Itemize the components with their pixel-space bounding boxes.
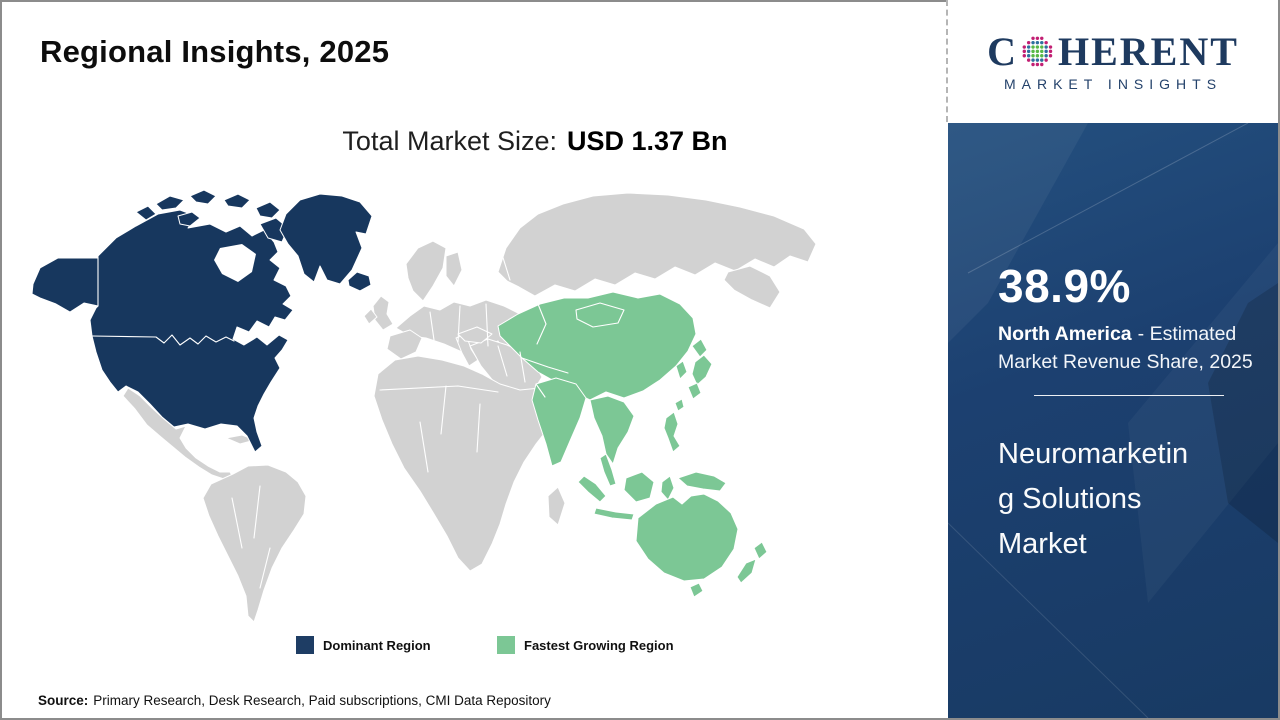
fastest-growing-region-label: Fastest Growing Region [524,637,674,653]
globe-dots-icon [1022,36,1053,66]
japan-kyushu [687,382,702,400]
logo-tagline: MARKET INSIGHTS [1003,75,1223,92]
new-zealand-north [753,541,768,560]
island-tasmania [689,582,704,598]
country-finland [445,251,463,287]
arctic-island-5 [135,205,157,221]
map-legend: Dominant Region Fastest Growing Region [0,636,948,660]
country-india [531,377,587,467]
page-title: Regional Insights, 2025 [40,34,390,69]
island-victoria [177,211,201,227]
region-iberia [386,329,423,360]
japan-hokkaido [691,338,708,358]
country-australia [635,493,739,582]
sidebar-divider-rule [1034,394,1224,396]
share-region-name: North America [998,322,1132,345]
country-russia-far-east [723,265,781,309]
country-russia [497,192,817,297]
arctic-island-3 [223,193,251,209]
region-scandinavia [405,240,447,302]
share-block: 38.9% North America - Estimated Market Re… [998,261,1260,567]
source-label: Source: [38,693,89,708]
country-uk [372,295,394,331]
map-region-other [122,192,817,623]
share-description-rest: - Estimated Market Revenue Share, 2025 [998,322,1253,374]
world-map-chart [28,186,820,628]
world-map-svg [31,189,817,623]
map-region-fastest-growing [497,291,768,598]
map-region-dominant [31,189,373,453]
market-name: Neuromarketing Solutions Market [998,437,1189,560]
island-java [593,507,635,521]
source-text: Primary Research, Desk Research, Paid su… [93,693,551,708]
source-line: Source: Primary Research, Desk Research, … [38,693,551,708]
dominant-region-swatch [296,636,314,654]
highlight-sidebar: 38.9% North America - Estimated Market Re… [948,123,1278,718]
island-sumatra [577,475,607,503]
island-borneo [623,471,655,503]
region-indochina [589,395,635,465]
brand-logo: C HERENT MARKET INSIGHTS [948,0,1278,123]
map-country-borders [91,247,625,589]
region-malay-peninsula [599,453,617,487]
country-iceland [347,271,372,292]
total-market-size-value: USD 1.37 Bn [567,126,728,156]
market-share-description: North America - Estimated Market Revenue … [998,320,1260,377]
arctic-island-2 [189,189,217,205]
country-ireland [363,308,378,325]
arctic-island-1 [155,195,185,211]
legend-item-fastest-growing: Fastest Growing Region [497,636,674,654]
country-greenland [279,193,373,285]
country-madagascar [547,486,566,526]
country-turkey [457,326,493,344]
legend-item-dominant: Dominant Region [296,636,431,654]
region-africa [373,355,561,572]
total-market-size: Total Market Size: USD 1.37 Bn [0,126,1070,157]
country-philippines [663,411,681,453]
island-sulawesi [660,475,675,501]
total-market-size-label: Total Market Size: [342,126,557,156]
fastest-growing-region-swatch [497,636,515,654]
island-new-guinea [677,471,727,492]
country-alaska [31,257,99,313]
country-south-korea [675,360,688,380]
sidebar-map-texture [948,123,1278,718]
arctic-island-4 [255,201,281,219]
brand-logo-wordmark: C HERENT [987,28,1239,74]
hudson-bay [214,244,256,282]
logo-letters-herent: HERENT [1057,28,1239,74]
japan-honshu [691,354,713,386]
dominant-region-label: Dominant Region [323,637,431,653]
region-canada-usa [89,209,294,453]
market-share-value: 38.9% [998,260,1131,312]
region-south-america [202,464,307,623]
island-taiwan [674,398,685,412]
logo-letter-c: C [987,28,1018,74]
new-zealand-south [736,558,757,584]
logo-dashed-divider [946,0,948,122]
